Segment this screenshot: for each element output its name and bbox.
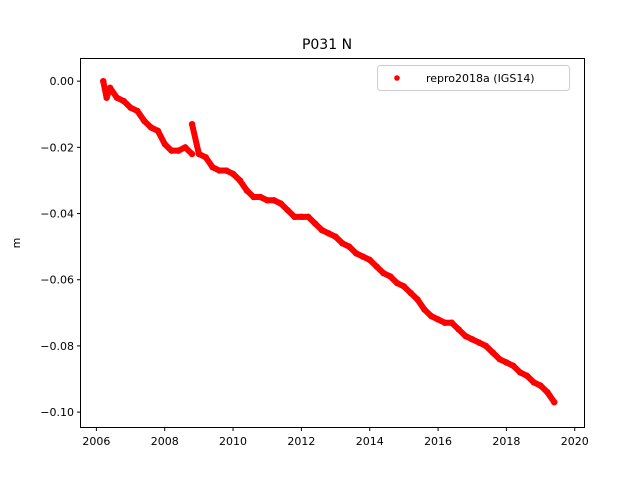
y-axis-label: m [10,238,23,249]
legend: repro2018a (IGS14) [377,65,570,91]
y-tick-label: −0.06 [40,274,74,287]
x-tick-label: 2012 [287,435,315,448]
x-tick-label: 2010 [219,435,247,448]
x-tick-label: 2018 [492,435,520,448]
chart-title: P031 N [302,37,352,53]
x-axis-ticks: 2006 2008 2010 2012 2014 2016 2018 2020 [82,427,589,448]
y-tick-label: −0.08 [40,340,74,353]
y-tick-label: 0.00 [50,75,75,88]
x-tick-label: 2014 [356,435,384,448]
y-tick-label: −0.02 [40,141,74,154]
data-points [100,77,558,406]
x-tick-label: 2016 [424,435,452,448]
y-tick-label: −0.04 [40,208,74,221]
x-tick-label: 2008 [151,435,179,448]
legend-box [377,65,570,91]
legend-marker [394,75,400,81]
data-band-segment [544,389,558,406]
data-band-segment [182,144,196,157]
data-band-segment [189,121,202,157]
plot-frame [80,58,585,428]
legend-label: repro2018a (IGS14) [426,72,535,85]
x-tick-label: 2006 [82,435,110,448]
y-tick-label: −0.10 [40,406,74,419]
x-tick-label: 2020 [561,435,589,448]
